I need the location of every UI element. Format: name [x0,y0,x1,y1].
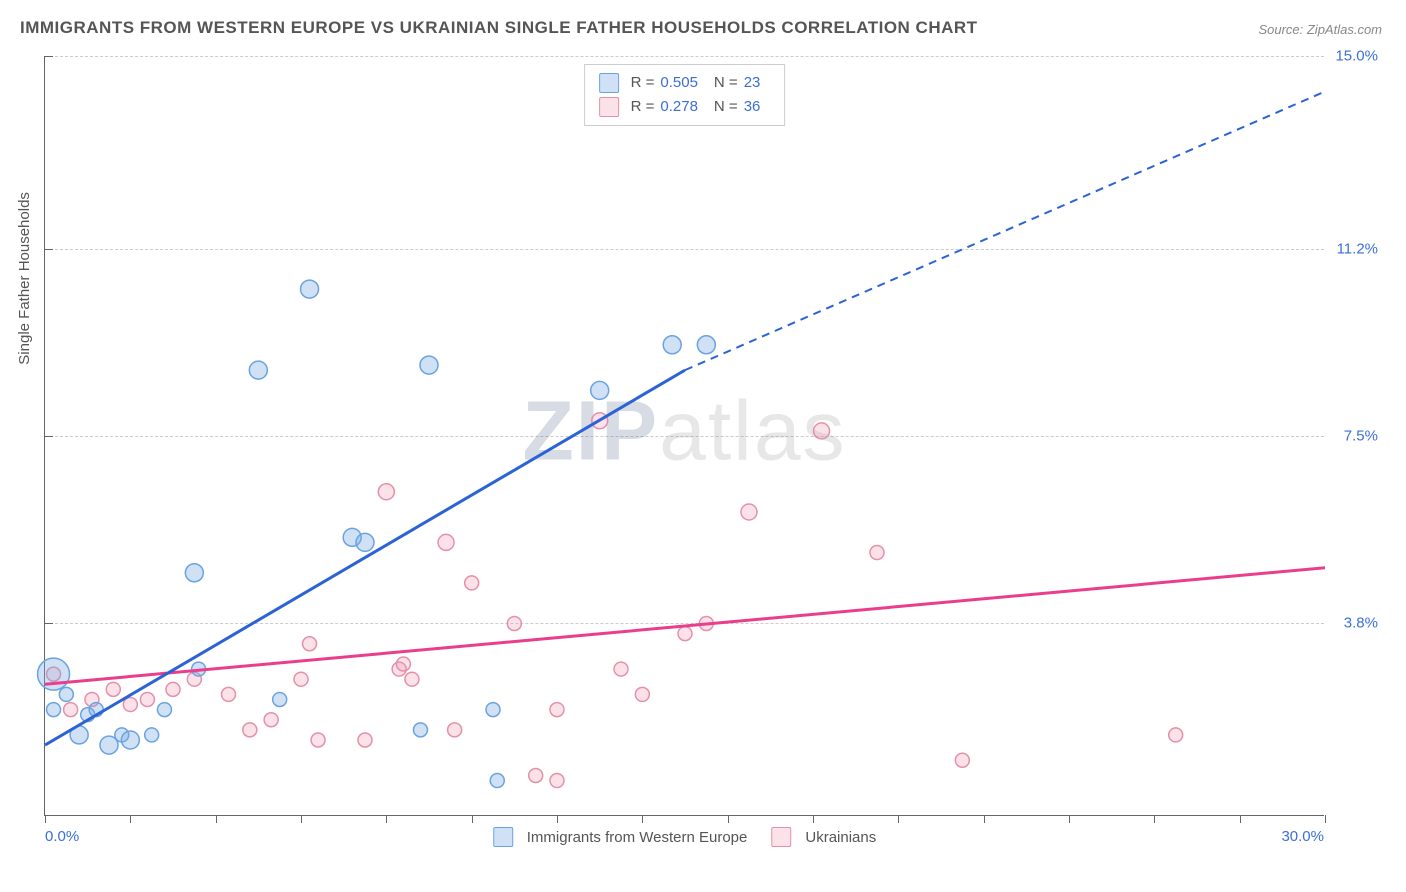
scatter-point-we [185,564,203,582]
scatter-point-uk [614,662,628,676]
scatter-point-uk [64,703,78,717]
y-tick-label: 7.5% [1344,428,1378,445]
scatter-point-we [697,336,715,354]
scatter-point-uk [814,423,830,439]
x-axis-min-label: 0.0% [45,828,79,845]
regression-line-uk [45,568,1325,685]
scatter-point-we [273,692,287,706]
legend-series: Immigrants from Western Europe Ukrainian… [493,827,877,847]
y-tick-label: 11.2% [1337,240,1378,257]
scatter-point-uk [550,703,564,717]
scatter-point-we [486,703,500,717]
scatter-point-uk [294,672,308,686]
scatter-point-uk [140,692,154,706]
scatter-point-we [38,658,70,690]
y-tick-label: 3.8% [1344,615,1378,632]
scatter-point-uk [955,753,969,767]
regression-line-we-extrapolated [685,91,1325,370]
scatter-point-uk [311,733,325,747]
scatter-point-uk [550,774,564,788]
scatter-point-uk [465,576,479,590]
scatter-point-uk [507,616,521,630]
scatter-point-uk [1169,728,1183,742]
scatter-point-we [490,774,504,788]
scatter-point-uk [378,484,394,500]
y-tick-label: 15.0% [1335,48,1378,65]
scatter-point-uk [264,713,278,727]
scatter-point-uk [678,627,692,641]
scatter-point-uk [529,768,543,782]
chart-container: Single Father Households 3.8%7.5%11.2%15… [44,56,1374,846]
legend-swatch-uk [599,97,619,117]
scatter-svg [45,56,1324,815]
legend-stats-row-uk: R = 0.278 N = 36 [599,95,771,119]
scatter-point-uk [405,672,419,686]
scatter-point-we [356,533,374,551]
legend-swatch-we [599,73,619,93]
scatter-point-uk [166,682,180,696]
x-axis-max-label: 30.0% [1281,828,1324,845]
scatter-point-uk [870,546,884,560]
scatter-point-uk [303,637,317,651]
scatter-point-we [145,728,159,742]
scatter-point-we [47,703,61,717]
legend-item-uk: Ukrainians [771,827,876,847]
legend-swatch-we-icon [493,827,513,847]
scatter-point-uk [741,504,757,520]
legend-stats-row-we: R = 0.505 N = 23 [599,71,771,95]
scatter-point-uk [635,687,649,701]
scatter-point-we [413,723,427,737]
scatter-point-uk [221,687,235,701]
scatter-point-uk [243,723,257,737]
legend-stats: R = 0.505 N = 23 R = 0.278 N = 36 [584,64,786,126]
scatter-point-we [249,361,267,379]
scatter-point-uk [106,682,120,696]
scatter-point-we [663,336,681,354]
scatter-point-we [59,687,73,701]
scatter-point-we [301,280,319,298]
legend-item-we: Immigrants from Western Europe [493,827,748,847]
legend-swatch-uk-icon [771,827,791,847]
scatter-point-we [591,381,609,399]
plot-area: 3.8%7.5%11.2%15.0% ZIPatlas R = 0.505 N … [44,56,1324,816]
scatter-point-we [420,356,438,374]
scatter-point-we [157,703,171,717]
scatter-point-uk [438,534,454,550]
scatter-point-uk [396,657,410,671]
regression-line-we [45,370,685,745]
source-attribution: Source: ZipAtlas.com [1258,22,1382,37]
y-axis-label: Single Father Households [16,192,33,365]
scatter-point-we [121,731,139,749]
chart-title: IMMIGRANTS FROM WESTERN EUROPE VS UKRAIN… [20,18,978,38]
scatter-point-uk [358,733,372,747]
scatter-point-uk [448,723,462,737]
